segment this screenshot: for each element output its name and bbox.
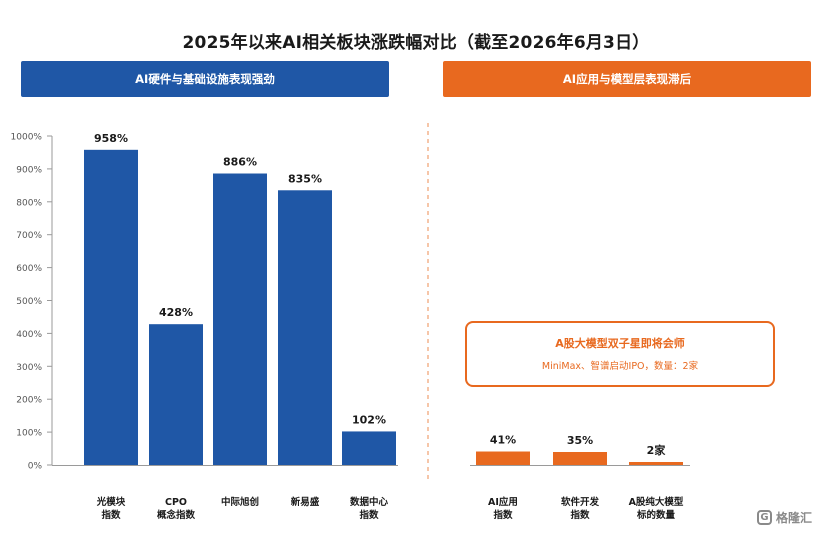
category-label: AI应用 [488,496,518,508]
bar [629,462,683,465]
banner-application: AI应用与模型层表现滞后 [443,61,811,97]
callout-subtitle: MiniMax、智谱启动IPO，数量：2家 [541,361,699,372]
bar [476,451,530,465]
bar [84,149,138,465]
y-tick-label: 500% [16,297,42,307]
bar [213,173,267,466]
data-label: 886% [223,156,257,169]
category-label: 数据中心 [349,496,389,508]
category-label: 指数 [570,509,590,521]
chart-title: 2025年以来AI相关板块涨跌幅对比（截至2026年6月3日） [182,33,650,53]
y-tick-label: 700% [16,231,42,241]
logo-icon: G [757,509,772,525]
y-tick-label: 1000% [11,133,43,143]
y-tick-label: 400% [16,330,42,340]
category-label: 指数 [493,509,513,521]
data-label: 958% [94,132,128,145]
logo-text: 格隆汇 [776,510,813,525]
data-label: 835% [288,172,322,185]
category-label: 新易盛 [291,496,320,508]
bar [149,324,203,465]
category-label: 光模块 [96,496,126,508]
category-label: 指数 [101,509,121,521]
data-label: 41% [490,434,516,447]
category-label: A股纯大模型 [629,496,684,508]
y-tick-label: 300% [16,363,42,373]
bar [342,431,396,465]
category-label: 概念指数 [157,509,196,521]
y-tick-label: 200% [16,396,42,406]
data-label: 428% [159,306,193,319]
ipo-callout: A股大模型双子星即将会师 MiniMax、智谱启动IPO，数量：2家 [465,321,775,387]
y-tick-label: 600% [16,264,42,274]
y-tick-label: 0% [28,462,43,472]
y-tick-label: 900% [16,165,42,175]
bar [553,452,607,465]
y-tick-label: 800% [16,198,42,208]
category-label: 标的数量 [636,509,676,521]
bar [278,190,332,465]
y-tick-label: 100% [16,429,42,439]
category-label: 软件开发 [561,496,600,508]
brand-logo: G 格隆汇 [757,507,812,527]
data-label: 2家 [647,443,667,457]
category-label: 中际旭创 [221,496,259,508]
category-label: CPO [165,497,187,508]
category-label: 指数 [359,509,379,521]
callout-title: A股大模型双子星即将会师 [555,337,685,350]
banner-hardware: AI硬件与基础设施表现强劲 [21,61,389,97]
data-label: 35% [567,434,593,447]
data-label: 102% [352,413,386,426]
